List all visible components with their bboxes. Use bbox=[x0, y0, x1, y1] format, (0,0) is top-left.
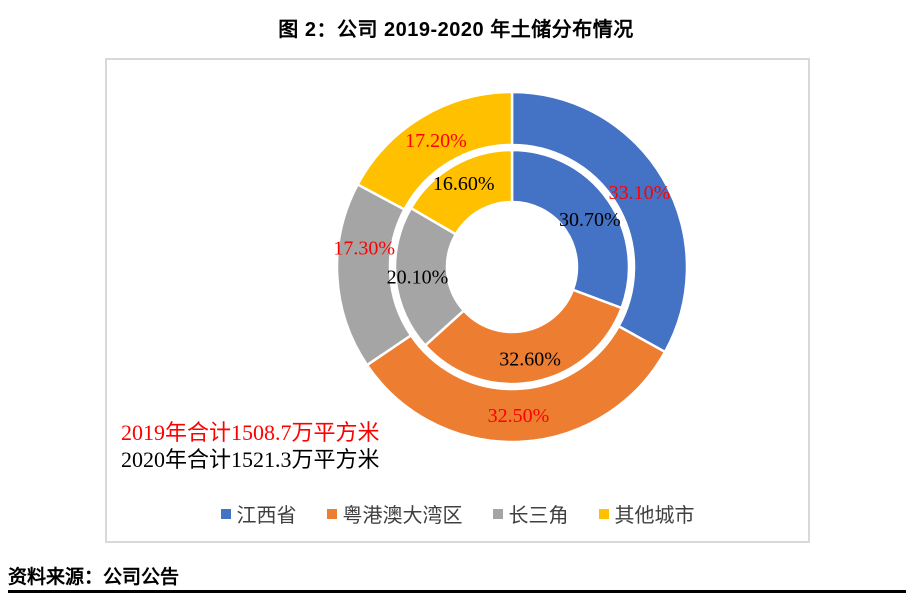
legend-item-other-cities: 其他城市 bbox=[598, 499, 695, 528]
legend-item-greater-bay-area: 粤港澳大湾区 bbox=[326, 499, 463, 528]
total-2019: 2019年合计1508.7万平方米 bbox=[121, 420, 380, 445]
legend: 江西省 粤港澳大湾区 长三角 其他城市 bbox=[105, 499, 810, 528]
donut-segment-2019-other-cities bbox=[356, 90, 514, 211]
data-label-2019-other-cities: 17.20% bbox=[405, 130, 467, 152]
donut-segment-2019-greater-bay-area bbox=[365, 324, 667, 444]
data-label-2019-yangtze-river-delta: 17.30% bbox=[333, 238, 395, 260]
source-note: 资料来源：公司公告 bbox=[8, 567, 180, 588]
donut-segment-2019-jiangxi bbox=[510, 90, 689, 354]
data-label-2020-greater-bay-area: 32.60% bbox=[499, 348, 561, 370]
data-label-2020-other-cities: 16.60% bbox=[433, 173, 495, 195]
data-label-2020-yangtze-river-delta: 20.10% bbox=[387, 266, 449, 288]
data-label-2020-jiangxi: 30.70% bbox=[559, 209, 621, 231]
legend-label-greater-bay-area: 粤港澳大湾区 bbox=[342, 505, 463, 527]
legend-swatch-jiangxi bbox=[220, 508, 231, 519]
totals-annotation: 2019年合计1508.7万平方米 2020年合计1521.3万平方米 bbox=[121, 419, 380, 473]
donut-segment-2020-greater-bay-area bbox=[423, 288, 623, 386]
bottom-rule bbox=[8, 590, 906, 593]
legend-item-jiangxi: 江西省 bbox=[220, 499, 297, 528]
chart-title: 图 2：公司 2019-2020 年土储分布情况 bbox=[278, 19, 634, 41]
legend-label-yangtze-river-delta: 长三角 bbox=[508, 505, 569, 527]
total-2020: 2020年合计1521.3万平方米 bbox=[121, 447, 380, 472]
donut-chart: 33.10% 32.50% 17.30% 17.20% 30.70% 32.60% 20.1… bbox=[333, 90, 689, 444]
donut-segment-2020-other-cities bbox=[409, 148, 514, 236]
legend-label-other-cities: 其他城市 bbox=[614, 505, 695, 527]
data-label-2019-greater-bay-area: 32.50% bbox=[488, 405, 550, 427]
legend-label-jiangxi: 江西省 bbox=[236, 505, 297, 527]
data-label-2019-jiangxi: 33.10% bbox=[609, 182, 671, 204]
legend-swatch-other-cities bbox=[598, 508, 609, 519]
legend-item-yangtze-river-delta: 长三角 bbox=[492, 499, 569, 528]
legend-swatch-greater-bay-area bbox=[326, 508, 337, 519]
donut-segment-2020-jiangxi bbox=[510, 148, 631, 310]
legend-swatch-yangtze-river-delta bbox=[492, 508, 503, 519]
